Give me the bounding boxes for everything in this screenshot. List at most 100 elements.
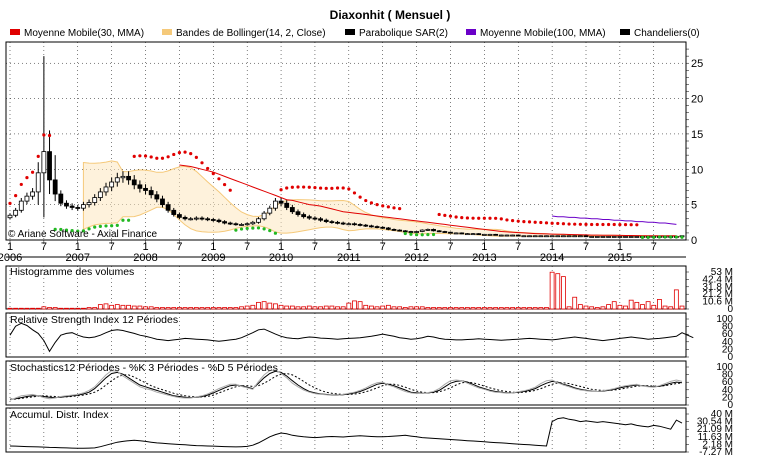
sar-dot (544, 221, 549, 225)
volume-bar (583, 305, 589, 310)
candle-body (391, 228, 397, 231)
volume-bar (143, 306, 148, 310)
sar-dot (663, 235, 667, 239)
y-tick-label: 10 (691, 164, 703, 176)
sar-dot (533, 220, 537, 224)
volume-bar (645, 301, 651, 310)
candle-body (312, 217, 318, 220)
volume-bar (131, 305, 137, 310)
sar-dot (409, 232, 413, 236)
volume-bar (323, 305, 329, 310)
year-label: 2009 (201, 252, 225, 264)
candle-body (600, 236, 606, 238)
volume-bar (97, 304, 103, 310)
sar-dot (25, 176, 29, 180)
volume-bar (651, 304, 657, 310)
volume-bar (572, 296, 578, 310)
sar-dot (200, 161, 204, 165)
sar-dot (110, 224, 114, 228)
candle-body (363, 224, 369, 227)
rsi-y-tick-label: 60 (722, 329, 734, 340)
candle-body (448, 231, 453, 234)
volume-bar (600, 306, 606, 310)
candle-body (306, 216, 312, 219)
candle-body (521, 235, 527, 238)
volume-bar (566, 306, 572, 310)
sar-dot (431, 232, 436, 237)
sar-dot (183, 150, 187, 154)
sar-dot (386, 205, 390, 209)
sar-dot (629, 223, 633, 227)
stoch-y-tick-label: 100 (716, 362, 733, 373)
sar-dot (527, 220, 532, 224)
sar-dot (104, 224, 108, 228)
year-label: 2011 (337, 252, 361, 264)
volume-bar (515, 307, 521, 310)
candle-body (109, 181, 115, 188)
moving-average-100-line (552, 215, 677, 225)
volume-bar (58, 307, 64, 310)
volume-bar (154, 307, 160, 310)
candle-body (244, 223, 250, 226)
grid-lines (6, 42, 689, 453)
x-tick-label: 1 (414, 241, 420, 253)
volume-bar (120, 304, 126, 310)
sar-dot (522, 220, 526, 224)
volume-panel (5, 265, 687, 310)
stoch-y-tick-label: 0 (727, 400, 733, 411)
sar-dot (98, 224, 102, 228)
volume-y-tick-label: 10.6 M (702, 297, 733, 308)
x-tick-label: 7 (244, 241, 250, 253)
sar-dot (138, 154, 142, 158)
volume-bar (193, 307, 199, 310)
candle-body (30, 191, 35, 197)
candle-body (97, 191, 103, 198)
x-tick-label: 1 (617, 241, 623, 253)
sar-dot (561, 222, 566, 226)
volume-bar (318, 306, 323, 310)
sar-dot (606, 222, 611, 227)
sar-dot (222, 182, 227, 187)
candle-body (318, 218, 323, 221)
volume-bar (538, 307, 544, 310)
volume-bar (284, 305, 290, 310)
candle-body (606, 236, 611, 238)
volume-bar (510, 307, 515, 310)
sar-dot (657, 235, 662, 239)
x-tick-label: 1 (549, 241, 555, 253)
volume-bar (673, 289, 679, 310)
candle-body (41, 151, 47, 174)
volume-bar (657, 299, 662, 310)
volume-bar (137, 305, 143, 310)
rsi-y-tick-label: 0 (727, 352, 733, 363)
candle-body (222, 221, 227, 224)
candle-body (577, 235, 583, 238)
volume-bar (397, 306, 403, 310)
sar-dot (143, 154, 148, 158)
volume-bar (408, 306, 414, 310)
candle-body (120, 175, 126, 179)
candle-body (273, 200, 278, 209)
volume-bar (385, 304, 391, 310)
stoch-y-tick-label: 40 (722, 385, 734, 396)
volume-bar (165, 307, 171, 310)
x-tick-label: 1 (142, 241, 148, 253)
candle-body (594, 236, 600, 238)
sar-dot (177, 150, 182, 155)
sar-dot (584, 222, 588, 226)
candle-body (7, 214, 13, 219)
volume-bar (256, 301, 261, 310)
sar-dot (115, 223, 119, 227)
sar-dot (426, 232, 430, 237)
stoch-y-tick-label: 60 (722, 377, 734, 388)
sar-dot (618, 222, 622, 227)
candle-body (182, 216, 188, 220)
sar-dot (465, 216, 470, 220)
sar-dot (189, 152, 193, 156)
volume-bar (465, 307, 470, 310)
sar-dot (341, 186, 345, 190)
x-tick-label: 1 (346, 241, 352, 253)
legend-swatch (466, 29, 476, 35)
volume-y-tick-label: 21.2 M (702, 289, 733, 300)
sar-dot (347, 187, 351, 191)
